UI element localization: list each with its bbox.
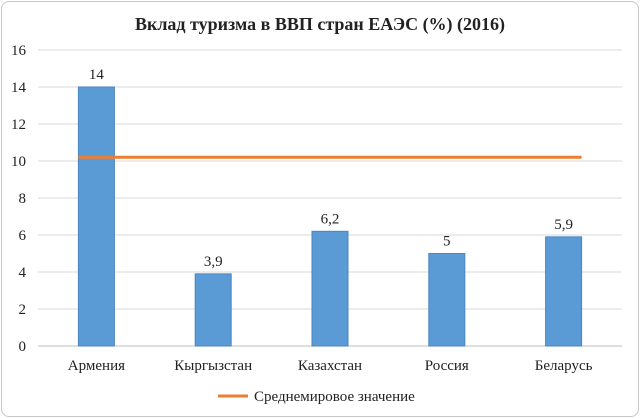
- legend-label: Среднемировое значение: [254, 389, 415, 405]
- bar: [428, 253, 466, 347]
- data-label: 5: [443, 234, 451, 250]
- y-tick-label: 0: [19, 339, 27, 355]
- gridlines: [38, 49, 622, 347]
- data-label: 3,9: [204, 254, 223, 270]
- x-category-label: Беларусь: [535, 358, 593, 374]
- x-category-label: Армения: [68, 358, 125, 374]
- y-tick-label: 12: [11, 117, 26, 133]
- y-tick-label: 10: [11, 154, 26, 170]
- bar: [194, 273, 232, 347]
- bars: [77, 86, 583, 347]
- y-axis-ticks: 0 2 4 6 8 10 12 14 16: [11, 43, 27, 355]
- category-labels: Армения Кыргызстан Казахстан Россия Беларусь: [68, 358, 593, 374]
- data-label: 14: [89, 67, 105, 83]
- y-tick-label: 4: [19, 265, 27, 281]
- data-label: 5,9: [554, 217, 573, 233]
- x-category-label: Казахстан: [298, 358, 362, 374]
- y-tick-label: 2: [19, 302, 27, 318]
- y-tick-label: 8: [19, 191, 27, 207]
- data-label: 6,2: [321, 211, 340, 227]
- bar: [311, 230, 349, 347]
- y-tick-label: 14: [11, 80, 27, 96]
- y-tick-label: 16: [11, 43, 27, 59]
- bar: [545, 236, 583, 347]
- legend: Среднемировое значение: [218, 389, 415, 405]
- chart-title: Вклад туризма в ВВП стран ЕАЭС (%) (2016…: [135, 14, 505, 35]
- x-category-label: Кыргызстан: [174, 358, 252, 374]
- x-category-label: Россия: [425, 358, 469, 374]
- bar: [77, 86, 115, 347]
- data-labels: 14 3,9 6,2 5 5,9: [89, 67, 573, 270]
- y-tick-label: 6: [19, 228, 27, 244]
